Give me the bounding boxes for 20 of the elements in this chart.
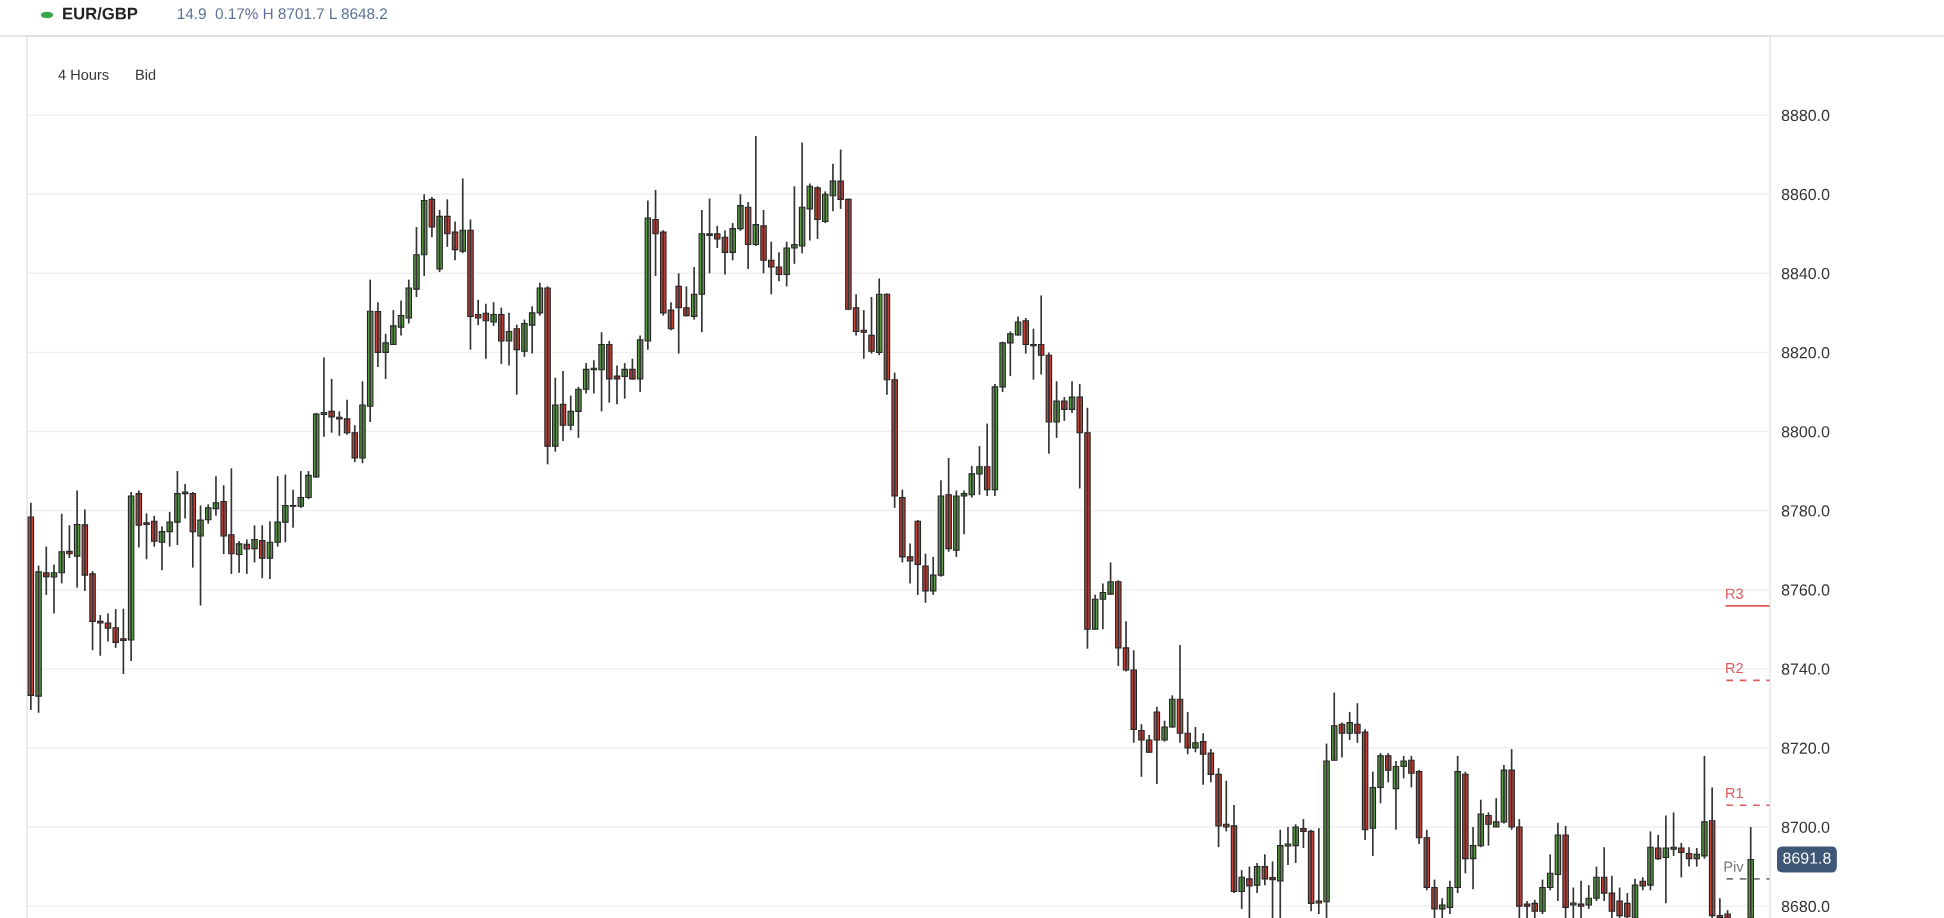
y-tick-label: 8740.0 — [1781, 663, 1830, 675]
y-tick-label: 8680.0 — [1781, 900, 1830, 913]
ref-line-label: Piv — [1724, 861, 1744, 872]
y-tick-label: 8880.0 — [1781, 109, 1830, 122]
annotation: 4 Hours — [58, 69, 109, 80]
ref-line-label: R3 — [1726, 588, 1743, 599]
ref-line-label: R2 — [1726, 662, 1743, 674]
chart-subtitle: 14.9 0.17% H 8701.7 L 8648.2 — [177, 8, 387, 20]
text: 8691.8 — [1783, 852, 1831, 864]
y-tick-label: 8820.0 — [1781, 347, 1830, 359]
y-tick-label: 8780.0 — [1781, 505, 1830, 517]
y-tick-label: 8760.0 — [1781, 584, 1830, 596]
chart-title: EUR/GBP — [63, 7, 138, 20]
y-tick-label: 8840.0 — [1781, 267, 1830, 280]
y-tick-label: 8720.0 — [1781, 742, 1830, 754]
ref-line-label: R1 — [1726, 788, 1743, 799]
y-tick-label: 8800.0 — [1781, 426, 1830, 438]
annotation: Bid — [136, 69, 156, 80]
y-tick-label: 8860.0 — [1781, 188, 1830, 201]
y-tick-label: 8700.0 — [1781, 821, 1830, 833]
